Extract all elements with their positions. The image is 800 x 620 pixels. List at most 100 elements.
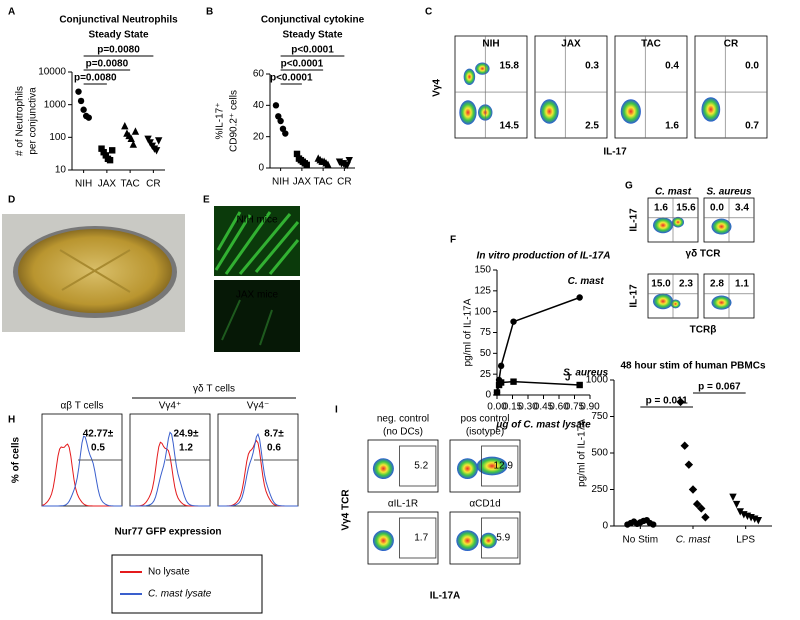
gate-value: 42.77± [83, 429, 114, 440]
y-axis-label: CD90.2⁺ cells [229, 90, 240, 152]
x-tick-label: TAC [120, 179, 139, 190]
data-point [576, 294, 583, 301]
y-tick-label: 125 [474, 285, 491, 296]
chart-title: Conjunctival cytokine [261, 15, 365, 26]
plot-title: (no DCs) [383, 427, 423, 438]
y-tick-label: 0 [258, 163, 264, 174]
data-point [80, 106, 87, 113]
cell-population [672, 216, 684, 228]
x-axis-label: TCRβ [690, 325, 717, 336]
series-label: S. aureus [563, 368, 608, 379]
histogram [41, 443, 122, 507]
histogram [130, 431, 210, 507]
data-point [102, 152, 110, 159]
plot-title: TAC [641, 39, 661, 50]
y-tick-label: 1000 [44, 99, 67, 110]
data-point [121, 121, 129, 130]
y-tick-label: 500 [591, 448, 608, 459]
y-tick-label: 25 [480, 369, 492, 380]
panel-letter: E [203, 195, 210, 206]
y-tick-label: 10 [55, 165, 67, 176]
y-axis-label: %IL-17⁺ [215, 103, 226, 140]
data-point [303, 161, 310, 169]
flow-plot-frame [367, 511, 439, 565]
y-axis-label: Vγ4 [432, 79, 443, 97]
data-point [98, 145, 105, 152]
fibers [221, 299, 273, 346]
cell-population [463, 68, 476, 85]
y-tick-label: 50 [480, 348, 492, 359]
data-point [510, 318, 517, 325]
y-axis-label: per conjunctiva [28, 87, 39, 155]
x-tick-label: 0.00 [487, 402, 507, 413]
x-axis-label: μg of C. mast lysate [495, 420, 591, 431]
cell-population [653, 217, 673, 234]
quadrant-value: 15.8 [500, 61, 520, 72]
data-point [676, 397, 685, 407]
plot-title: (isotype) [466, 427, 504, 438]
cell-population [653, 293, 673, 310]
gate-value: 12.9 [493, 461, 513, 472]
y-axis-label: Vγ4 TCR [341, 489, 352, 531]
data-point [576, 381, 583, 389]
plot-title: neg. control [377, 414, 429, 425]
legend-label: No lysate [148, 567, 190, 578]
x-tick-label: TAC [313, 177, 332, 188]
quadrant-value: 3.4 [735, 203, 749, 214]
plot-title: αCD1d [469, 499, 500, 510]
y-tick-label: 100 [474, 306, 491, 317]
quadrant-value: 15.0 [651, 279, 671, 290]
cell-population [459, 100, 477, 125]
cell-population [476, 456, 508, 476]
quadrant-value: 1.6 [654, 203, 668, 214]
flow-plot-frame [694, 35, 768, 139]
data-point [324, 160, 332, 169]
cell-population [372, 458, 394, 479]
y-tick-label: 1000 [586, 375, 609, 386]
quadrant-value: 2.5 [585, 121, 599, 132]
x-tick-label: CR [337, 177, 351, 188]
x-tick-label: NIH [75, 179, 92, 190]
image-label: NIH mice [236, 215, 278, 226]
plot-title: Vγ4⁻ [247, 401, 270, 412]
panel-letter: J [565, 373, 571, 384]
panel-d-photo [2, 214, 185, 332]
group-title: γδ T cells [193, 384, 235, 395]
gate [481, 517, 519, 559]
p-value: p=0.0080 [74, 73, 117, 84]
data-point [85, 114, 92, 121]
cell-population [480, 532, 497, 549]
gate [399, 445, 437, 487]
chart-title: Conjunctival Neutrophils [59, 15, 178, 26]
x-tick-label: 0.45 [534, 402, 554, 413]
quadrant-value: 1.6 [665, 121, 679, 132]
data-point [684, 460, 694, 469]
gate-value: 0.5 [91, 443, 105, 454]
x-tick-label: JAX [98, 179, 117, 190]
data-point [680, 441, 689, 450]
data-point [282, 130, 289, 137]
p-value: p<0.0001 [281, 59, 324, 70]
histogram [218, 433, 298, 507]
gate-value: 8.7± [264, 429, 284, 440]
quadrant-value: 2.8 [710, 279, 724, 290]
x-axis-label: IL-17A [430, 591, 461, 602]
x-tick-label: 0.30 [518, 402, 538, 413]
data-point [692, 499, 702, 509]
y-tick-label: 750 [591, 411, 608, 422]
gate-value: 5.9 [496, 533, 510, 544]
gate-value: 24.9± [174, 429, 199, 440]
cell-population [456, 530, 479, 551]
panel-letter: F [450, 235, 456, 246]
streak [59, 249, 131, 293]
p-value: p = 0.067 [698, 382, 741, 393]
data-point [152, 147, 161, 155]
gate-value: 1.2 [179, 443, 193, 454]
data-point [106, 156, 114, 164]
panel-letter: I [335, 405, 338, 416]
chart-subtitle: Steady State [88, 30, 148, 41]
data-point [277, 117, 284, 125]
x-tick-label: LPS [736, 535, 755, 546]
y-tick-label: 0 [602, 521, 608, 532]
data-point [155, 137, 163, 145]
